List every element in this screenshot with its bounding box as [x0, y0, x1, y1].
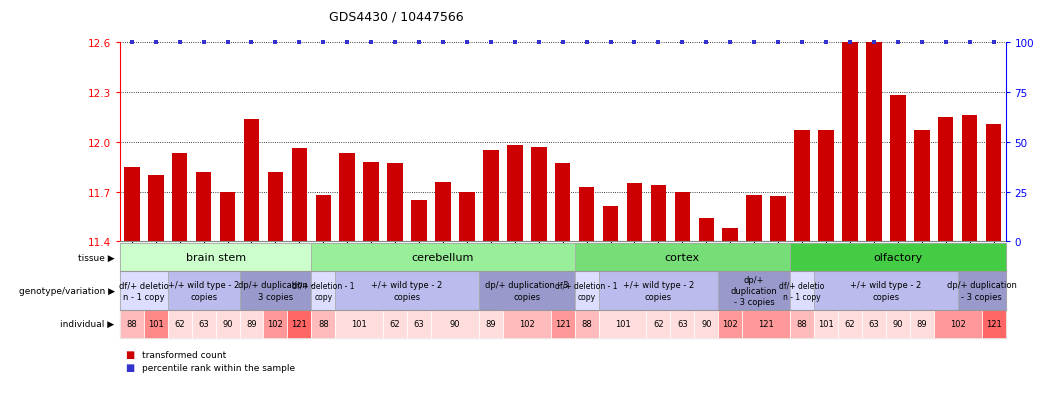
- Text: 101: 101: [615, 319, 630, 328]
- Text: df/+ deletion - 1
copy: df/+ deletion - 1 copy: [555, 281, 618, 301]
- Bar: [316, 195, 331, 242]
- Bar: [770, 197, 786, 242]
- Bar: [460, 192, 475, 242]
- Bar: [483, 151, 499, 242]
- Text: 62: 62: [653, 319, 664, 328]
- Text: 102: 102: [519, 319, 535, 328]
- Bar: [364, 162, 379, 242]
- Text: GDS4430 / 10447566: GDS4430 / 10447566: [328, 10, 464, 23]
- Text: +/+ wild type - 2
copies: +/+ wild type - 2 copies: [168, 281, 240, 301]
- Bar: [148, 176, 164, 242]
- Bar: [220, 192, 235, 242]
- Text: cortex: cortex: [665, 253, 700, 263]
- Bar: [388, 164, 403, 242]
- Bar: [698, 218, 714, 242]
- Bar: [674, 192, 690, 242]
- Text: +/+ wild type - 2
copies: +/+ wild type - 2 copies: [850, 281, 921, 301]
- Bar: [626, 184, 642, 242]
- Text: 90: 90: [893, 319, 903, 328]
- Bar: [268, 172, 283, 242]
- Text: ■: ■: [125, 349, 134, 359]
- Text: genotype/variation ▶: genotype/variation ▶: [19, 286, 115, 295]
- Bar: [794, 131, 810, 242]
- Text: 102: 102: [949, 319, 966, 328]
- Text: percentile rank within the sample: percentile rank within the sample: [142, 363, 295, 372]
- Bar: [818, 131, 834, 242]
- Bar: [124, 167, 140, 242]
- Text: df/+ deletio
n - 1 copy: df/+ deletio n - 1 copy: [779, 281, 825, 301]
- Bar: [340, 154, 355, 242]
- Text: dp/+
duplication
- 3 copies: dp/+ duplication - 3 copies: [730, 275, 777, 306]
- Bar: [555, 164, 570, 242]
- Text: +/+ wild type - 2
copies: +/+ wild type - 2 copies: [623, 281, 694, 301]
- Text: ■: ■: [125, 363, 134, 373]
- Text: 62: 62: [845, 319, 855, 328]
- Text: 121: 121: [292, 319, 307, 328]
- Bar: [938, 118, 953, 242]
- Bar: [507, 146, 523, 242]
- Text: 63: 63: [677, 319, 688, 328]
- Text: 88: 88: [318, 319, 328, 328]
- Text: dp/+ duplication
- 3 copies: dp/+ duplication - 3 copies: [946, 281, 1017, 301]
- Text: dp/+ duplication -
3 copies: dp/+ duplication - 3 copies: [238, 281, 314, 301]
- Text: 88: 88: [126, 319, 138, 328]
- Bar: [986, 124, 1001, 242]
- Text: olfactory: olfactory: [873, 253, 922, 263]
- Text: +/+ wild type - 2
copies: +/+ wild type - 2 copies: [371, 281, 443, 301]
- Bar: [412, 200, 427, 242]
- Text: 90: 90: [450, 319, 461, 328]
- Bar: [962, 116, 977, 242]
- Text: tissue ▶: tissue ▶: [78, 253, 115, 262]
- Text: 62: 62: [174, 319, 185, 328]
- Text: 102: 102: [268, 319, 283, 328]
- Bar: [579, 187, 594, 242]
- Text: 89: 89: [916, 319, 927, 328]
- Text: brain stem: brain stem: [185, 253, 246, 263]
- Text: 63: 63: [414, 319, 424, 328]
- Text: 121: 121: [554, 319, 571, 328]
- Bar: [722, 228, 738, 242]
- Bar: [531, 147, 546, 242]
- Text: 90: 90: [222, 319, 232, 328]
- Text: 102: 102: [722, 319, 738, 328]
- Text: 121: 121: [986, 319, 1001, 328]
- Bar: [196, 172, 212, 242]
- Text: 88: 88: [797, 319, 808, 328]
- Text: 62: 62: [390, 319, 400, 328]
- Text: 88: 88: [581, 319, 592, 328]
- Text: 90: 90: [701, 319, 712, 328]
- Text: 63: 63: [198, 319, 209, 328]
- Text: df/+ deletio
n - 1 copy: df/+ deletio n - 1 copy: [119, 281, 169, 301]
- Bar: [650, 185, 666, 242]
- Bar: [292, 149, 307, 242]
- Text: 89: 89: [486, 319, 496, 328]
- Text: dp/+ duplication - 3
copies: dp/+ duplication - 3 copies: [485, 281, 569, 301]
- Text: df/+ deletion - 1
copy: df/+ deletion - 1 copy: [292, 281, 354, 301]
- Bar: [244, 119, 259, 242]
- Bar: [890, 96, 905, 242]
- Text: 63: 63: [868, 319, 879, 328]
- Bar: [914, 131, 929, 242]
- Bar: [842, 40, 858, 242]
- Bar: [172, 154, 188, 242]
- Text: 89: 89: [246, 319, 256, 328]
- Text: cerebellum: cerebellum: [412, 253, 474, 263]
- Text: 101: 101: [148, 319, 164, 328]
- Bar: [746, 195, 762, 242]
- Text: 121: 121: [759, 319, 774, 328]
- Text: 101: 101: [351, 319, 367, 328]
- Text: individual ▶: individual ▶: [60, 319, 115, 328]
- Bar: [602, 207, 618, 242]
- Bar: [866, 43, 882, 242]
- Text: transformed count: transformed count: [142, 350, 226, 359]
- Text: 101: 101: [818, 319, 834, 328]
- Bar: [436, 182, 451, 242]
